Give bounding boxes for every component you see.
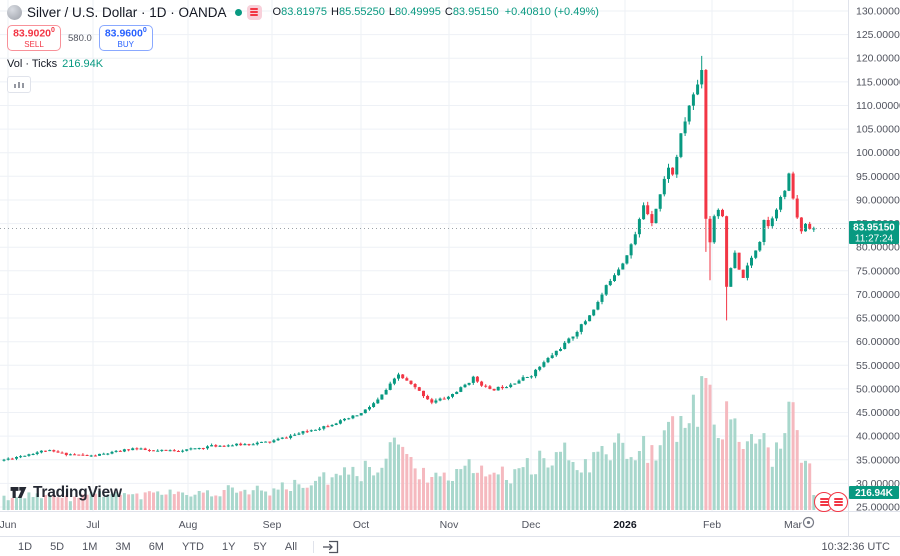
mini-chart-icon xyxy=(14,81,24,88)
svg-text:216.94K: 216.94K xyxy=(855,488,894,499)
svg-text:80.00000: 80.00000 xyxy=(856,242,900,254)
svg-text:Dec: Dec xyxy=(522,519,541,531)
svg-text:120.00000: 120.00000 xyxy=(856,53,900,65)
svg-text:50.00000: 50.00000 xyxy=(856,383,900,395)
svg-text:Jun: Jun xyxy=(0,519,17,531)
volume-indicator-value: 216.94K xyxy=(62,58,104,70)
buy-button[interactable]: 83.96000 BUY xyxy=(98,25,153,51)
svg-text:65.00000: 65.00000 xyxy=(856,313,900,325)
range-button-1y[interactable]: 1Y xyxy=(221,540,236,553)
range-button-5d[interactable]: 5D xyxy=(50,540,65,553)
svg-text:95.00000: 95.00000 xyxy=(856,171,900,183)
svg-text:Nov: Nov xyxy=(440,519,459,531)
svg-text:Oct: Oct xyxy=(353,519,369,531)
range-button-1m[interactable]: 1M xyxy=(82,540,98,553)
svg-text:Aug: Aug xyxy=(179,519,198,531)
svg-text:130.00000: 130.00000 xyxy=(856,6,900,18)
tradingview-watermark-text: TradingView xyxy=(33,483,122,501)
pane-collapse-button[interactable] xyxy=(7,76,31,93)
svg-text:105.00000: 105.00000 xyxy=(856,124,900,136)
go-to-date-button[interactable] xyxy=(322,540,339,554)
order-markers[interactable] xyxy=(814,492,854,514)
svg-text:75.00000: 75.00000 xyxy=(856,265,900,277)
svg-text:25.00000: 25.00000 xyxy=(856,502,900,514)
quick-menu-icon[interactable] xyxy=(246,4,262,20)
date-range-buttons: 1D 5D 1M 3M 6M YTD 1Y 5Y All xyxy=(10,539,305,555)
range-button-3m[interactable]: 3M xyxy=(115,540,131,553)
svg-text:100.00000: 100.00000 xyxy=(856,147,900,159)
change-value: +0.40810 (+0.49%) xyxy=(504,6,599,18)
svg-text:55.00000: 55.00000 xyxy=(856,360,900,372)
sell-button[interactable]: 83.90200 SELL xyxy=(7,25,61,51)
svg-text:83.95150: 83.95150 xyxy=(853,223,895,234)
volume-indicator-row: Vol · Ticks 216.94K xyxy=(7,58,599,70)
tradingview-logo-icon xyxy=(10,486,27,499)
session-clock-icon[interactable] xyxy=(802,516,815,534)
range-button-6m[interactable]: 6M xyxy=(148,540,164,553)
tradingview-watermark[interactable]: TradingView xyxy=(9,483,122,502)
divider xyxy=(313,540,315,553)
svg-text:11:27:24: 11:27:24 xyxy=(855,234,894,245)
chart-legend: Silver / U.S. Dollar · 1D · OANDA O83.81… xyxy=(7,3,599,93)
range-button-5y[interactable]: 5Y xyxy=(253,540,267,553)
svg-text:Sep: Sep xyxy=(263,519,282,531)
svg-text:90.00000: 90.00000 xyxy=(856,195,900,207)
price-chart[interactable]: 130.00000 125.00000 120.00000 115.00000 110.… xyxy=(0,0,900,536)
order-coin-icon xyxy=(828,492,848,512)
svg-text:40.00000: 40.00000 xyxy=(856,431,900,443)
bottom-toolbar: 1D 5D 1M 3M 6M YTD 1Y 5Y All 10:32:36 UTC xyxy=(0,536,900,556)
go-to-date-icon xyxy=(323,540,339,553)
svg-text:Jul: Jul xyxy=(86,519,99,531)
volume-indicator-label: Vol · Ticks xyxy=(7,58,58,70)
svg-text:Feb: Feb xyxy=(703,519,721,531)
svg-text:125.00000: 125.00000 xyxy=(856,29,900,41)
utc-clock[interactable]: 10:32:36 UTC xyxy=(821,540,890,553)
svg-text:115.00000: 115.00000 xyxy=(856,76,900,88)
svg-text:70.00000: 70.00000 xyxy=(856,289,900,301)
svg-text:35.00000: 35.00000 xyxy=(856,454,900,466)
symbol-title[interactable]: Silver / U.S. Dollar · 1D · OANDA xyxy=(27,4,227,20)
range-button-all[interactable]: All xyxy=(284,540,298,553)
svg-text:110.00000: 110.00000 xyxy=(856,100,900,112)
svg-text:2026: 2026 xyxy=(613,519,637,531)
range-button-1d[interactable]: 1D xyxy=(18,540,33,553)
ohlc-values: O83.81975 H85.55250 L80.49995 C83.95150 … xyxy=(272,6,599,18)
svg-text:60.00000: 60.00000 xyxy=(856,336,900,348)
symbol-logo-icon xyxy=(7,4,22,20)
market-open-dot-icon[interactable] xyxy=(234,8,242,16)
svg-text:45.00000: 45.00000 xyxy=(856,407,900,419)
spread-value: 580.0 xyxy=(68,32,92,44)
range-button-ytd[interactable]: YTD xyxy=(181,540,204,553)
svg-text:Mar: Mar xyxy=(784,519,803,531)
